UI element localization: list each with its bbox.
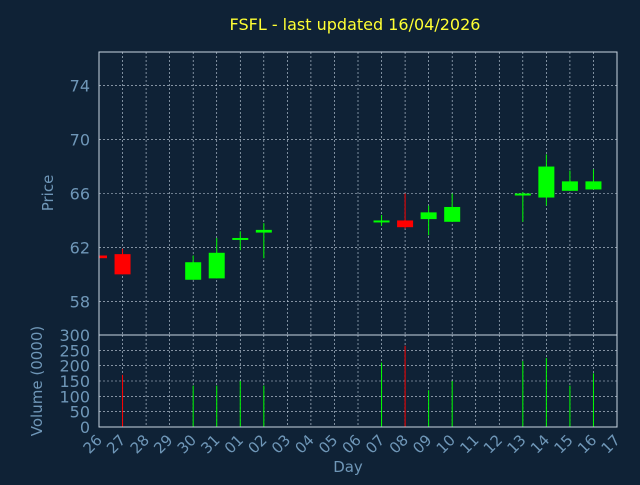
candle [538,154,555,206]
candle-body [185,262,202,280]
chart-title: FSFL - last updated 16/04/2026 [230,15,481,34]
volume-tick-label: 100 [59,387,90,406]
candle [232,231,249,251]
candle [514,192,531,222]
candle-body [538,166,555,198]
candle [98,255,107,259]
candle [208,237,225,279]
candle [114,248,131,275]
volume-axis-label: Volume (0000) [28,326,46,436]
candle-body [561,181,578,191]
volume-series [122,345,594,427]
price-tick-labels: 58 62 66 70 74 [70,77,90,312]
price-tick-label: 66 [70,185,90,204]
price-tick-label: 58 [70,292,90,311]
candle-body [232,237,249,240]
candle [255,223,272,259]
candle-body [397,220,414,228]
price-axis-label: Price [39,175,57,212]
candle-body [585,181,602,190]
volume-tick-label: 0 [80,418,90,437]
candle [185,255,202,280]
candle-body [208,252,225,279]
candle-body [444,206,461,222]
candle [373,215,390,226]
candlestick-series [98,154,602,280]
candle [561,170,578,191]
candle [420,205,437,236]
candle [585,169,602,190]
volume-tick-label: 300 [59,326,90,345]
volume-tick-label: 250 [59,341,90,360]
candle-body [514,193,531,196]
price-tick-label: 62 [70,238,90,257]
price-tick-label: 70 [70,131,90,150]
candle-body [114,254,131,275]
x-axis-label: Day [333,458,363,476]
volume-tick-label: 200 [59,357,90,376]
price-tick-label: 74 [70,77,90,96]
volume-tick-label: 50 [70,403,90,422]
volume-panel-frame [98,334,618,428]
candle-body [420,212,437,220]
x-tick-labels: 2627282930310102030405060708091011121314… [80,431,624,457]
volume-tick-label: 150 [59,372,90,391]
candle-body [99,255,107,259]
candle-body [255,229,272,233]
candle [444,193,461,222]
candle-body [373,220,390,223]
candle [397,193,414,229]
